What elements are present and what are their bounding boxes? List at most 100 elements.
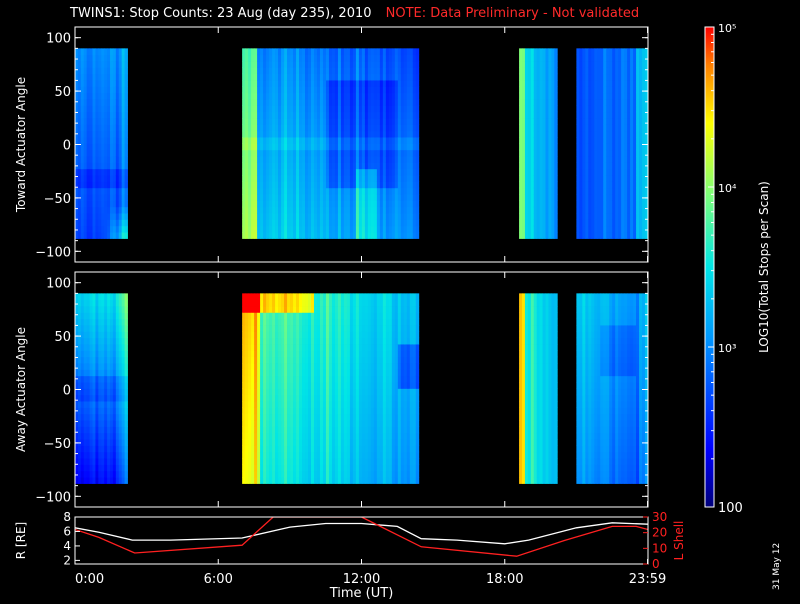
heatmap-cell: [537, 156, 540, 163]
heatmap-cell: [612, 105, 615, 112]
heatmap-cell: [624, 86, 627, 93]
heatmap-cell: [576, 55, 579, 62]
heatmap-cell: [551, 48, 554, 55]
heatmap-cell: [254, 331, 257, 338]
heatmap-cell: [257, 61, 260, 68]
heatmap-cell: [606, 169, 609, 176]
heatmap-cell: [380, 118, 383, 125]
heatmap-cell: [323, 376, 326, 383]
heatmap-cell: [275, 124, 278, 131]
heatmap-cell: [116, 319, 119, 326]
heatmap-cell: [630, 131, 633, 138]
heatmap-cell: [81, 395, 84, 402]
heatmap-cell: [272, 471, 275, 478]
heatmap-cell: [597, 118, 600, 125]
heatmap-cell: [245, 105, 248, 112]
heatmap-cell: [251, 458, 254, 465]
heatmap-cell: [281, 300, 284, 307]
heatmap-cell: [554, 181, 557, 188]
heatmap-cell: [606, 137, 609, 144]
heatmap-cell: [326, 369, 329, 376]
heatmap-cell: [110, 200, 113, 207]
heatmap-cell: [359, 207, 362, 214]
heatmap-cell: [326, 357, 329, 364]
heatmap-cell: [81, 93, 84, 100]
heatmap-cell: [317, 213, 320, 220]
heatmap-cell: [81, 420, 84, 427]
heatmap-cell: [365, 118, 368, 125]
heatmap-cell: [374, 226, 377, 233]
heatmap-cell: [275, 445, 278, 452]
heatmap-cell: [609, 175, 612, 182]
heatmap-cell: [413, 105, 416, 112]
heatmap-cell: [404, 131, 407, 138]
heatmap-cell: [284, 67, 287, 74]
heatmap-cell: [87, 350, 90, 357]
heatmap-cell: [540, 67, 543, 74]
heatmap-cell: [263, 477, 266, 484]
heatmap-cell: [257, 433, 260, 440]
heatmap-cell: [84, 86, 87, 93]
heatmap-cell: [314, 200, 317, 207]
heatmap-cell: [551, 200, 554, 207]
heatmap-cell: [326, 420, 329, 427]
heatmap-cell: [359, 162, 362, 169]
heatmap-cell: [642, 213, 645, 220]
heatmap-cell: [537, 131, 540, 138]
heatmap-cell: [90, 420, 93, 427]
heatmap-cell: [537, 226, 540, 233]
heatmap-cell: [314, 162, 317, 169]
heatmap-cell: [633, 86, 636, 93]
heatmap-cell: [87, 293, 90, 300]
heatmap-cell: [359, 99, 362, 106]
heatmap-cell: [98, 319, 101, 326]
heatmap-cell: [344, 169, 347, 176]
y-tick-label: 0: [63, 139, 71, 154]
heatmap-cell: [642, 156, 645, 163]
heatmap-cell: [263, 169, 266, 176]
heatmap-cell: [90, 219, 93, 226]
heatmap-cell: [98, 213, 101, 220]
heatmap-cell: [600, 93, 603, 100]
heatmap-cell: [416, 175, 419, 182]
heatmap-cell: [311, 376, 314, 383]
heatmap-cell: [113, 131, 116, 138]
heatmap-cell: [263, 306, 266, 313]
heatmap-cell: [87, 150, 90, 157]
heatmap-cell: [290, 331, 293, 338]
heatmap-cell: [582, 207, 585, 214]
heatmap-cell: [380, 86, 383, 93]
heatmap-cell: [588, 181, 591, 188]
heatmap-cell: [320, 477, 323, 484]
heatmap-cell: [338, 471, 341, 478]
heatmap-cell: [251, 312, 254, 319]
heatmap-cell: [380, 112, 383, 119]
heatmap-cell: [323, 124, 326, 131]
heatmap-cell: [257, 67, 260, 74]
heatmap-cell: [374, 105, 377, 112]
heatmap-cell: [113, 426, 116, 433]
heatmap-cell: [320, 93, 323, 100]
heatmap-cell: [320, 426, 323, 433]
heatmap-cell: [335, 395, 338, 402]
heatmap-cell: [119, 464, 122, 471]
heatmap-cell: [323, 338, 326, 345]
heatmap-cell: [582, 55, 585, 62]
heatmap-cell: [78, 445, 81, 452]
heatmap-cell: [627, 61, 630, 68]
heatmap-cell: [377, 219, 380, 226]
heatmap-cell: [260, 226, 263, 233]
heatmap-cell: [609, 232, 612, 239]
heatmap-cell: [386, 93, 389, 100]
heatmap-cell: [353, 213, 356, 220]
heatmap-cell: [380, 188, 383, 195]
heatmap-cell: [257, 350, 260, 357]
heatmap-cell: [332, 293, 335, 300]
heatmap-cell: [551, 67, 554, 74]
heatmap-cell: [359, 175, 362, 182]
heatmap-cell: [248, 319, 251, 326]
heatmap-cell: [125, 325, 128, 332]
heatmap-cell: [248, 131, 251, 138]
heatmap-cell: [93, 169, 96, 176]
heatmap-cell: [615, 150, 618, 157]
